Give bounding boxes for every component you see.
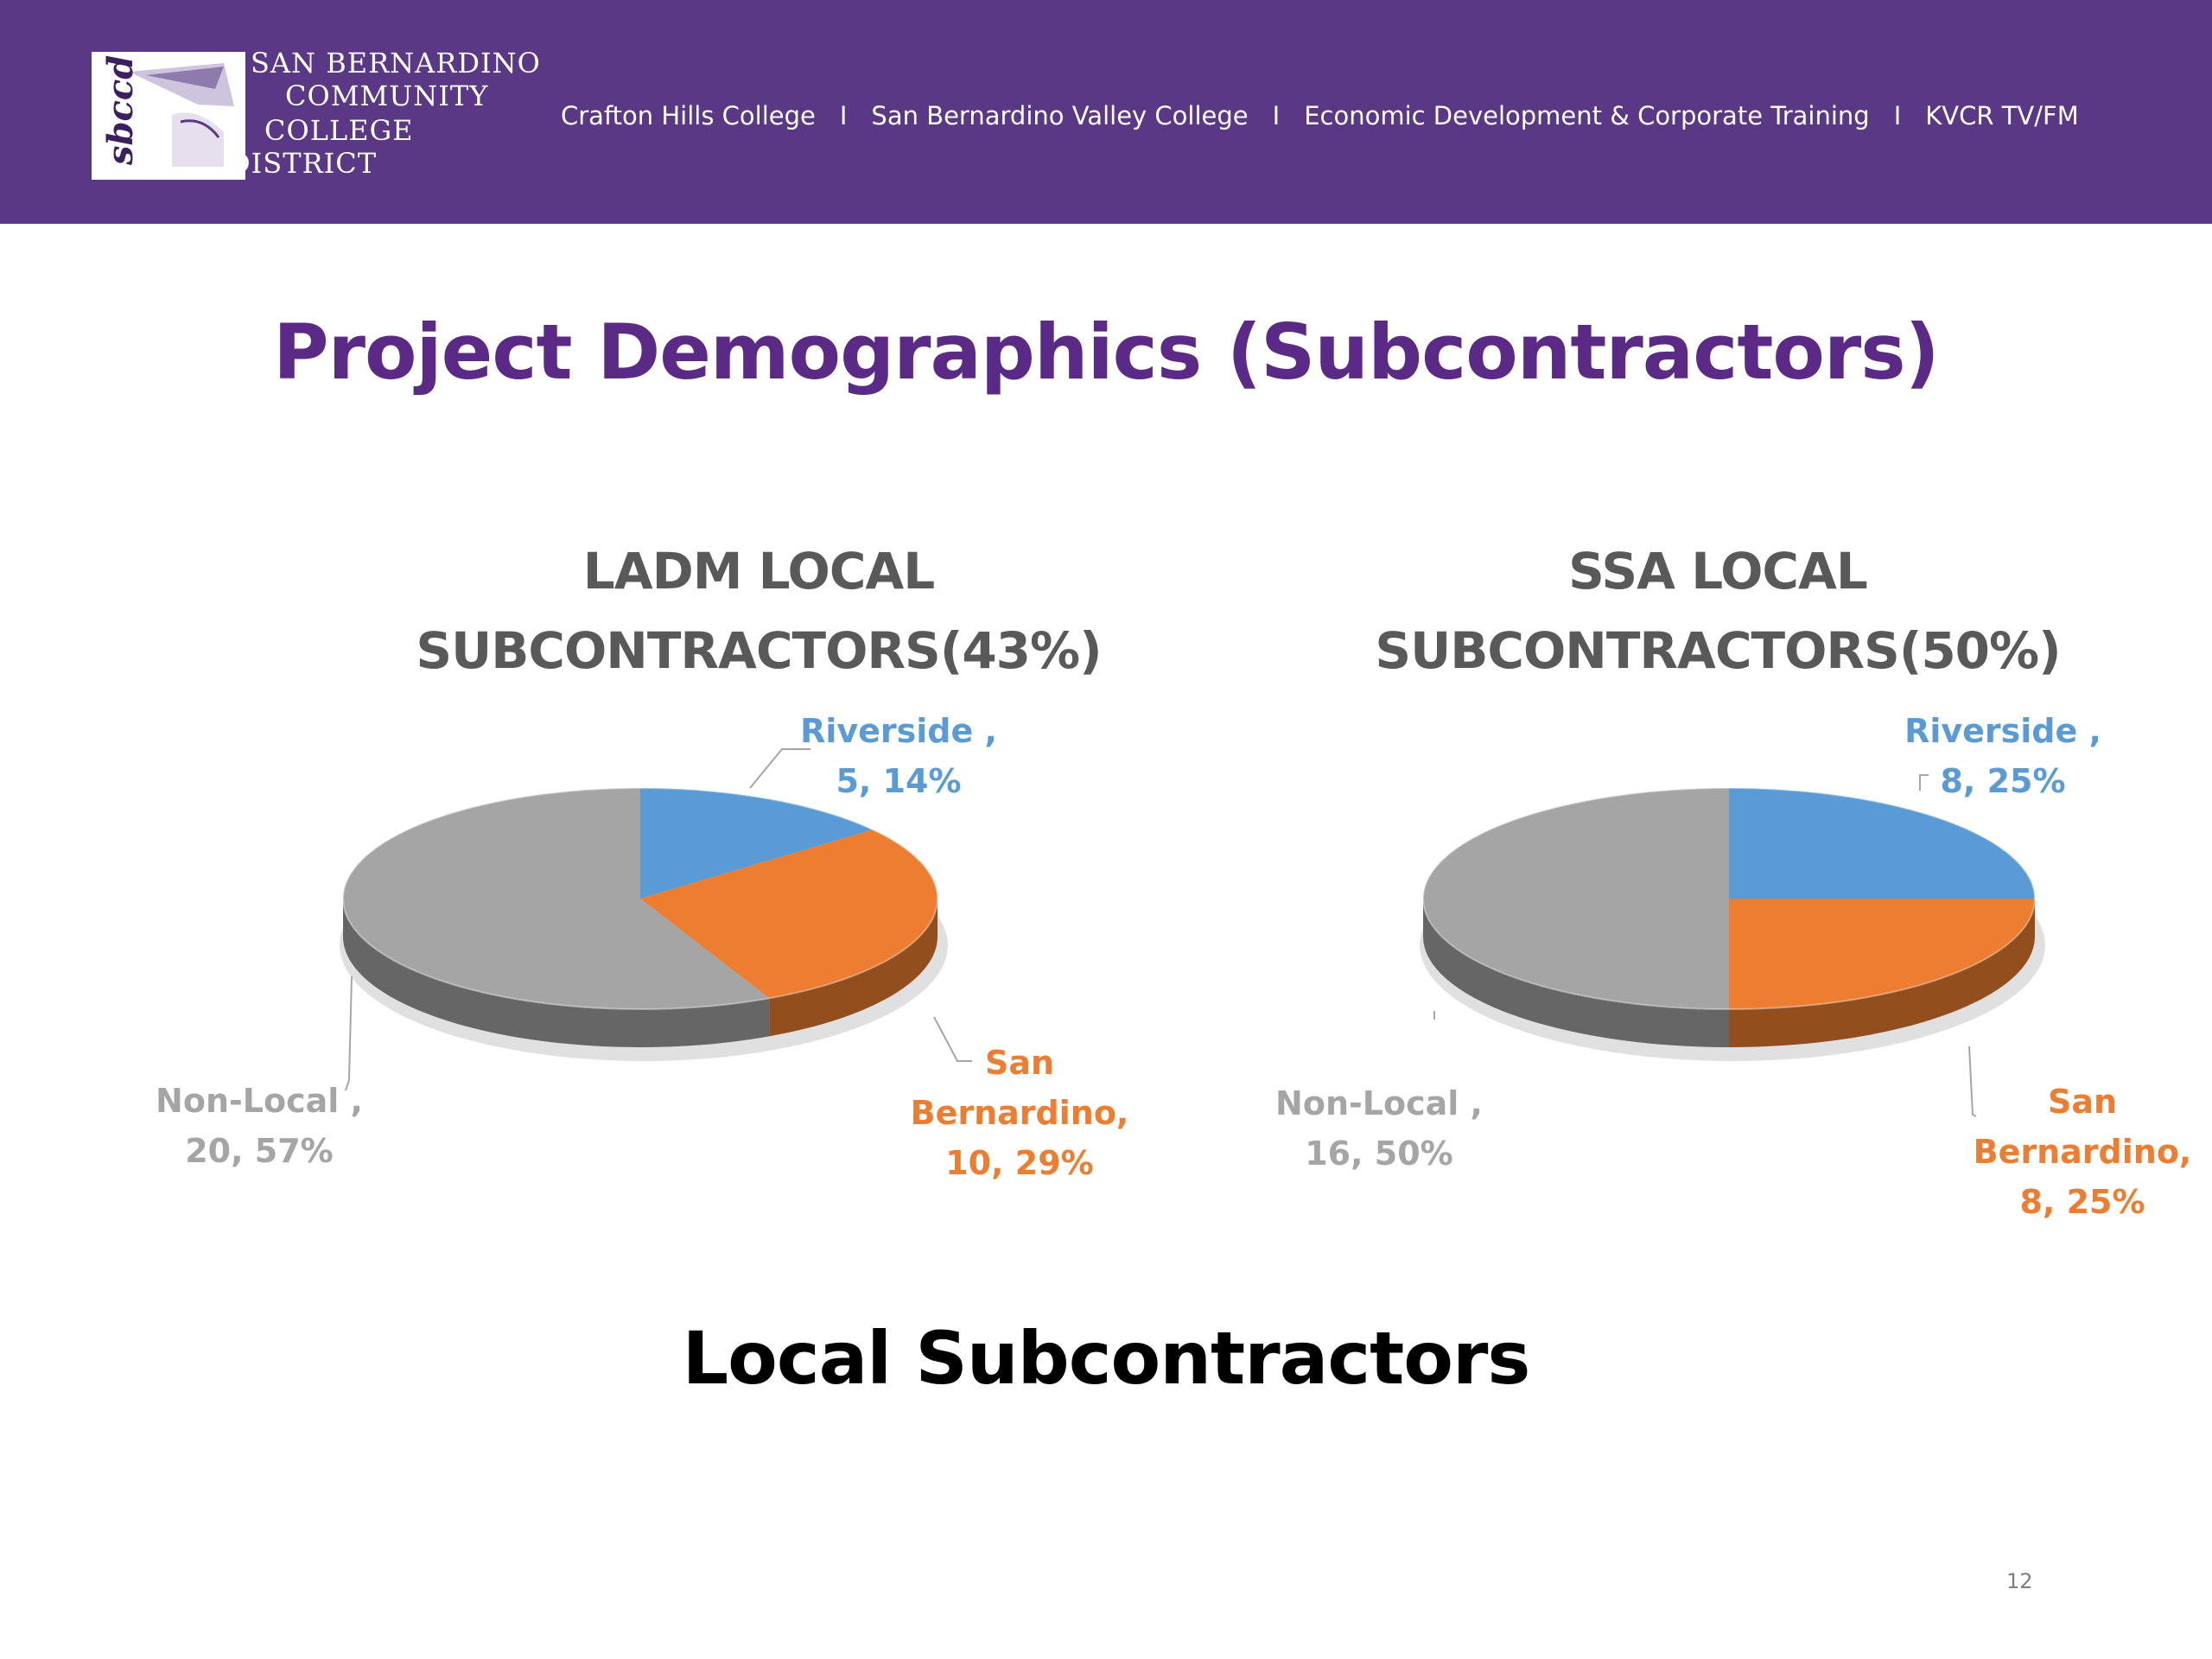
data-label-line: Non-Local ,: [156, 1082, 363, 1120]
data-label-ssa-san-bernardino: San Bernardino, 8, 25%: [1961, 1077, 2203, 1227]
pie-slice-san-bernardino[interactable]: [640, 830, 938, 999]
data-label-line: 8, 25%: [2019, 1183, 2145, 1221]
data-label-line: San: [2047, 1083, 2118, 1121]
nav-san-bernardino-valley[interactable]: San Bernardino Valley College: [871, 101, 1249, 130]
data-label-line: Non-Local ,: [1275, 1084, 1483, 1122]
pie-side-non-local: [1423, 899, 1729, 1047]
data-label-line: 20, 57%: [185, 1132, 334, 1170]
bottom-caption: Local Subcontractors: [682, 1316, 1531, 1401]
chart-title-ssa-line-1: SSA LOCAL: [1568, 542, 1868, 601]
pie-slice-non-local[interactable]: [342, 788, 770, 1009]
nav-kvcr[interactable]: KVCR TV/FM: [1925, 101, 2079, 130]
slide-title: Project Demographics (Subcontractors): [273, 308, 1940, 397]
chart-title-ssa-line-2: SUBCONTRACTORS(50%): [1375, 621, 2061, 680]
pie-side-san-bernardino: [1729, 899, 2035, 1047]
pie-side-san-bernardino: [769, 899, 938, 1037]
chart-title-ssa: SSA LOCAL SUBCONTRACTORS(50%): [1303, 531, 2133, 690]
nav-crafton-hills[interactable]: Crafton Hills College: [561, 101, 816, 130]
data-label-line: 8, 25%: [1940, 762, 2066, 800]
nav-separator: I: [1893, 101, 1902, 130]
logo-line-4: DISTRICT: [228, 147, 378, 180]
nav-separator: I: [839, 101, 848, 130]
pie-chart-2: [1420, 774, 2045, 1117]
chart-title-ladm-line-2: SUBCONTRACTORS(43%): [416, 621, 1102, 680]
district-logo[interactable]: sbccd SAN BERNARDINO COMMUNITY COLLEGE D…: [92, 47, 541, 185]
data-label-line: Bernardino,: [910, 1094, 1129, 1132]
leader-line-san-bernardino: [1968, 1046, 1977, 1117]
data-label-ladm-riverside: Riverside , 5, 14%: [795, 706, 1002, 806]
leader-line-riverside: [749, 748, 810, 789]
data-label-line: Riverside ,: [1904, 712, 2101, 750]
pie-side-non-local: [343, 899, 770, 1047]
college-nav: Crafton Hills College I San Bernardino V…: [561, 99, 2151, 133]
logo-line-1: SAN BERNARDINO: [251, 47, 541, 79]
data-label-line: San: [984, 1044, 1055, 1082]
leader-line-san-bernardino: [933, 1016, 972, 1062]
data-label-ssa-non-local: Non-Local , 16, 50%: [1267, 1078, 1491, 1179]
pie-rim: [342, 787, 938, 1010]
data-label-ssa-riverside: Riverside , 8, 25%: [1899, 706, 2107, 806]
data-label-line: 5, 14%: [836, 762, 962, 800]
header-banner: sbccd SAN BERNARDINO COMMUNITY COLLEGE D…: [0, 0, 2212, 224]
pie-chart-1: [340, 748, 972, 1091]
data-label-line: 16, 50%: [1305, 1135, 1453, 1173]
logo-line-2: COMMUNITY: [285, 79, 489, 112]
leader-line-riverside: [1919, 774, 1929, 791]
logo-monogram: sbccd: [100, 55, 141, 166]
page-number: 12: [2006, 1569, 2033, 1593]
nav-economic-development[interactable]: Economic Development & Corporate Trainin…: [1304, 101, 1870, 130]
logo-line-3: COLLEGE: [264, 114, 414, 147]
data-label-ladm-san-bernardino: San Bernardino, 10, 29%: [899, 1038, 1141, 1188]
data-label-line: Riverside ,: [800, 712, 997, 750]
leader-line-non-local: [345, 976, 353, 1091]
data-label-line: Bernardino,: [1973, 1133, 2192, 1171]
pie-slice-san-bernardino[interactable]: [1729, 899, 2035, 1009]
pie-slice-non-local[interactable]: [1423, 788, 1729, 1009]
data-label-ladm-non-local: Non-Local , 20, 57%: [147, 1076, 372, 1176]
nav-separator: I: [1272, 101, 1281, 130]
pie-rim: [1422, 787, 2036, 1010]
pie-slice-riverside[interactable]: [640, 788, 873, 899]
pie-slice-riverside[interactable]: [1729, 788, 2035, 899]
data-label-line: 10, 29%: [945, 1144, 1094, 1182]
chart-title-ladm-line-1: LADM LOCAL: [582, 542, 936, 601]
chart-title-ladm: LADM LOCAL SUBCONTRACTORS(43%): [344, 531, 1173, 690]
logo-mark: sbccd: [92, 52, 245, 180]
